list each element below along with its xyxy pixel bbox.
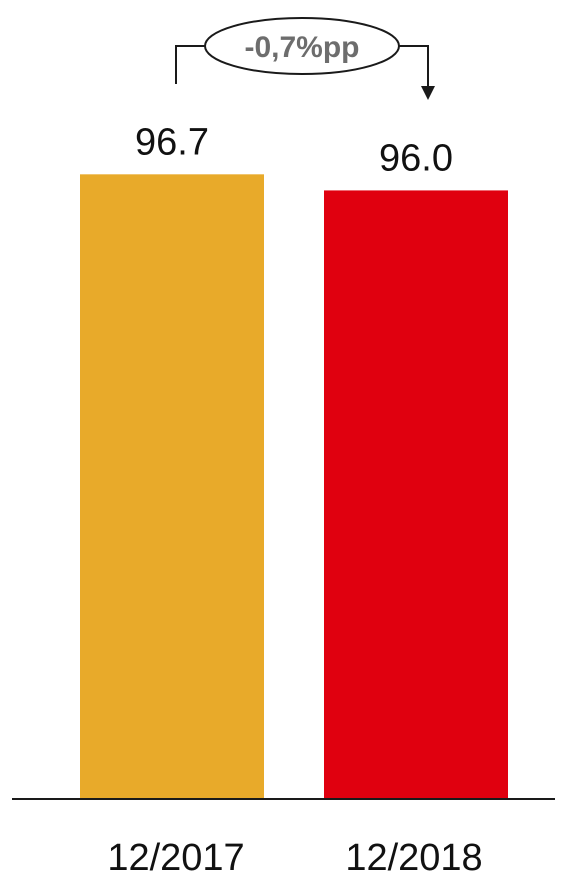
delta-annotation: -0,7%pp <box>175 17 435 100</box>
category-label-2: 12/2018 <box>345 837 482 879</box>
category-label-1: 12/2017 <box>107 837 244 879</box>
delta-label: -0,7%pp <box>244 31 359 64</box>
bar-1 <box>80 174 264 799</box>
delta-connector-right <box>398 45 429 88</box>
delta-arrowhead-icon <box>421 86 435 100</box>
value-label-2: 96.0 <box>379 137 453 179</box>
delta-oval <box>204 17 400 75</box>
bar-2 <box>324 190 508 800</box>
value-label-1: 96.7 <box>135 121 209 163</box>
delta-connector-left <box>175 45 205 84</box>
